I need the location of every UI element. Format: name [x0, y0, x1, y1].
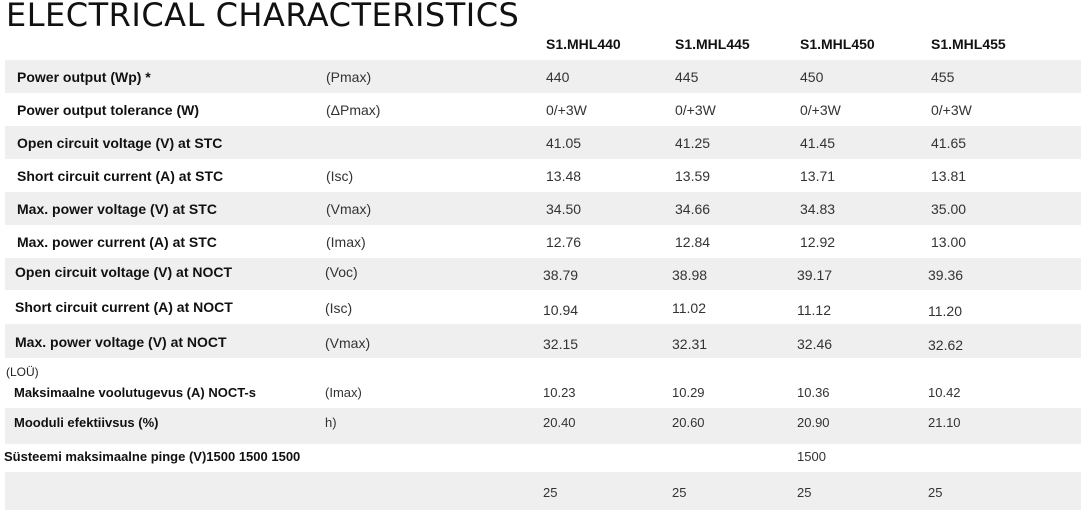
row-value: 25 — [672, 485, 687, 500]
row-symbol: (Isc) — [326, 168, 354, 184]
row-value: 41.45 — [800, 135, 836, 151]
row-symbol: (Imax) — [326, 234, 366, 250]
row-value: 1500 — [797, 449, 826, 464]
row-value: 38.79 — [543, 267, 579, 283]
table-row: Short circuit current (A) at STC (Isc) 1… — [5, 159, 1081, 192]
row-label: Short circuit current (A) at NOCT — [15, 299, 233, 315]
table-row: Open circuit voltage (V) at STC 41.05 41… — [5, 126, 1081, 159]
row-value: 41.25 — [675, 135, 711, 151]
row-label: Power output tolerance (W) — [17, 102, 199, 118]
row-value: 35.00 — [931, 201, 967, 217]
row-value: 32.15 — [543, 336, 579, 352]
row-symbol: (Isc) — [325, 300, 353, 316]
table-row: Süsteemi maksimaalne pinge (V)1500 1500 … — [0, 444, 1081, 472]
model-header-1: S1.MHL440 — [546, 36, 621, 52]
row-label: Open circuit voltage (V) at NOCT — [15, 264, 233, 280]
row-label: Süsteemi maksimaalne pinge (V)1500 1500 … — [4, 449, 301, 464]
row-symbol: (Vmax) — [325, 335, 371, 351]
row-label: Short circuit current (A) at STC — [17, 168, 224, 184]
row-value: 0/+3W — [675, 102, 716, 118]
row-value: 10.29 — [672, 385, 705, 400]
row-value: 12.84 — [675, 234, 711, 250]
row-value: 25 — [928, 485, 943, 500]
row-value: 20.90 — [797, 415, 830, 430]
row-value: 13.48 — [546, 168, 582, 184]
row-value: 10.94 — [543, 302, 579, 318]
table-row: 25 25 25 25 — [5, 472, 1081, 510]
table-row: Mooduli efektiivsus (%) h) 20.40 20.60 2… — [5, 408, 1081, 444]
row-value: 11.12 — [797, 302, 831, 318]
model-header-4: S1.MHL455 — [931, 36, 1006, 52]
row-value: 38.98 — [672, 267, 708, 283]
row-value: 0/+3W — [800, 102, 841, 118]
model-header-3: S1.MHL450 — [800, 36, 875, 52]
row-value: 34.66 — [675, 201, 711, 217]
row-value: 12.92 — [800, 234, 836, 250]
row-value: 13.71 — [800, 168, 836, 184]
page-title: ELECTRICAL CHARACTERISTICS — [6, 0, 520, 34]
row-value: 21.10 — [928, 415, 961, 430]
table-row: Open circuit voltage (V) at NOCT (Voc) 3… — [5, 258, 1081, 290]
row-value: 445 — [675, 69, 699, 85]
table-row: Max. power voltage (V) at NOCT (Vmax) 32… — [5, 324, 1081, 358]
row-value: 10.23 — [543, 385, 576, 400]
table-row: Max. power current (A) at STC (Imax) 12.… — [5, 225, 1081, 258]
model-header-2: S1.MHL445 — [675, 36, 750, 52]
row-value: 39.36 — [928, 267, 964, 283]
row-label: Maksimaalne voolutugevus (A) NOCT-s — [14, 385, 256, 400]
row-symbol: (Imax) — [325, 385, 362, 400]
table-row: Power output (Wp) * (Pmax) 440 445 450 4… — [5, 60, 1081, 93]
loou-note: (LOÜ) — [6, 365, 39, 379]
row-symbol: (Voc) — [325, 264, 358, 280]
row-value: 20.60 — [672, 415, 705, 430]
row-value: 32.31 — [672, 336, 708, 352]
row-label: Power output (Wp) * — [17, 69, 151, 85]
row-symbol: (ΔPmax) — [326, 102, 381, 118]
row-value: 41.65 — [931, 135, 967, 151]
row-value: 13.81 — [931, 168, 967, 184]
row-value: 25 — [797, 485, 812, 500]
table-row: Power output tolerance (W) (ΔPmax) 0/+3W… — [5, 93, 1081, 126]
table-row: Max. power voltage (V) at STC (Vmax) 34.… — [5, 192, 1081, 225]
row-value: 34.83 — [800, 201, 836, 217]
row-value: 32.46 — [797, 336, 833, 352]
row-value: 11.20 — [928, 303, 962, 319]
row-value: 39.17 — [797, 267, 833, 283]
row-value: 41.05 — [546, 135, 582, 151]
row-symbol: h) — [325, 415, 337, 430]
row-value: 25 — [543, 485, 558, 500]
row-symbol: (Vmax) — [326, 201, 372, 217]
row-value: 32.62 — [928, 337, 964, 353]
row-value: 450 — [800, 69, 824, 85]
row-label: Open circuit voltage (V) at STC — [17, 135, 223, 151]
row-value: 455 — [931, 69, 955, 85]
row-value: 13.59 — [675, 168, 711, 184]
row-label: Max. power current (A) at STC — [17, 234, 217, 250]
row-value: 34.50 — [546, 201, 582, 217]
row-label: Max. power voltage (V) at NOCT — [15, 334, 227, 350]
row-value: 440 — [546, 69, 570, 85]
row-value: 10.36 — [797, 385, 830, 400]
row-value: 0/+3W — [546, 102, 587, 118]
row-value: 13.00 — [931, 234, 967, 250]
row-label: Max. power voltage (V) at STC — [17, 201, 217, 217]
row-value: 0/+3W — [931, 102, 972, 118]
row-value: 20.40 — [543, 415, 576, 430]
row-value: 10.42 — [928, 385, 961, 400]
row-value: 12.76 — [546, 234, 582, 250]
row-value: 11.02 — [672, 300, 706, 316]
table-row: Short circuit current (A) at NOCT (Isc) … — [5, 290, 1081, 324]
table-row: Maksimaalne voolutugevus (A) NOCT-s (Ima… — [5, 378, 1081, 408]
row-label: Mooduli efektiivsus (%) — [14, 415, 159, 430]
row-symbol: (Pmax) — [326, 69, 372, 85]
